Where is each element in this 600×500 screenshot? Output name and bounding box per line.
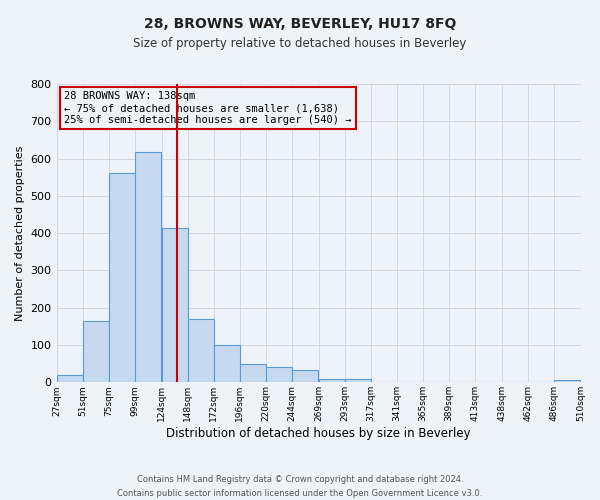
Bar bbox=[214, 345, 240, 383]
Text: 28 BROWNS WAY: 138sqm
← 75% of detached houses are smaller (1,638)
25% of semi-d: 28 BROWNS WAY: 138sqm ← 75% of detached … bbox=[64, 92, 352, 124]
Bar bbox=[266, 368, 292, 382]
Bar bbox=[83, 321, 109, 382]
Bar bbox=[56, 375, 83, 382]
Bar bbox=[554, 380, 580, 382]
Text: 28, BROWNS WAY, BEVERLEY, HU17 8FQ: 28, BROWNS WAY, BEVERLEY, HU17 8FQ bbox=[144, 18, 456, 32]
Bar bbox=[109, 172, 134, 382]
Bar bbox=[134, 152, 161, 382]
Bar bbox=[292, 370, 318, 382]
Bar bbox=[345, 380, 371, 382]
Text: Size of property relative to detached houses in Beverley: Size of property relative to detached ho… bbox=[133, 38, 467, 51]
Text: Contains HM Land Registry data © Crown copyright and database right 2024.
Contai: Contains HM Land Registry data © Crown c… bbox=[118, 476, 482, 498]
Bar bbox=[162, 228, 188, 382]
Y-axis label: Number of detached properties: Number of detached properties bbox=[15, 146, 25, 321]
X-axis label: Distribution of detached houses by size in Beverley: Distribution of detached houses by size … bbox=[166, 427, 471, 440]
Bar bbox=[319, 378, 345, 382]
Bar bbox=[188, 319, 214, 382]
Bar bbox=[240, 364, 266, 382]
